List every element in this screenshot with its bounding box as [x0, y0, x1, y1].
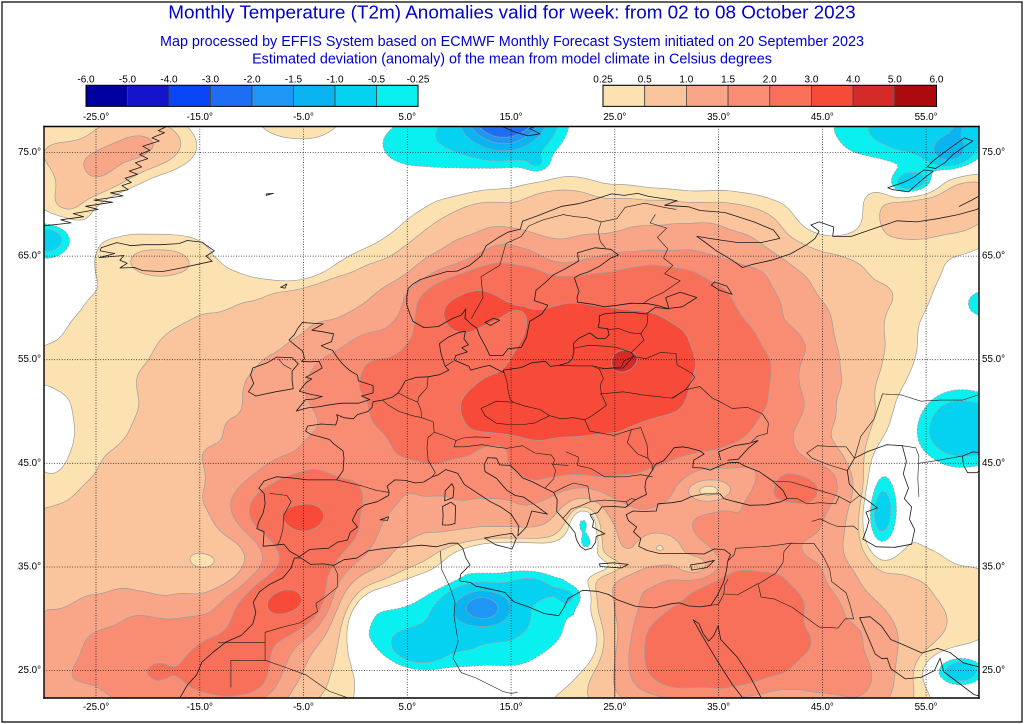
- svg-text:75.0°: 75.0°: [982, 147, 1005, 158]
- svg-text:-15.0°: -15.0°: [187, 112, 213, 123]
- svg-text:25.0°: 25.0°: [18, 665, 41, 676]
- svg-text:35.0°: 35.0°: [982, 562, 1005, 573]
- svg-text:-25.0°: -25.0°: [83, 702, 109, 713]
- svg-text:0.25: 0.25: [593, 75, 613, 86]
- svg-text:-3.0: -3.0: [202, 75, 220, 86]
- svg-text:5.0°: 5.0°: [399, 702, 417, 713]
- svg-text:2.0: 2.0: [763, 75, 777, 86]
- svg-text:Map processed by EFFIS System: Map processed by EFFIS System based on E…: [160, 34, 864, 50]
- svg-text:-1.5: -1.5: [285, 75, 303, 86]
- svg-text:25.0°: 25.0°: [603, 112, 626, 123]
- svg-text:Estimated deviation (anomaly): Estimated deviation (anomaly) of the mea…: [252, 52, 772, 68]
- svg-text:25.0°: 25.0°: [982, 665, 1005, 676]
- svg-text:65.0°: 65.0°: [18, 251, 41, 262]
- svg-text:-0.5: -0.5: [368, 75, 386, 86]
- svg-text:0.5: 0.5: [638, 75, 652, 86]
- svg-text:55.0°: 55.0°: [915, 112, 938, 123]
- svg-text:-0.25: -0.25: [407, 75, 430, 86]
- svg-text:55.0°: 55.0°: [915, 702, 938, 713]
- svg-text:-5.0°: -5.0°: [293, 112, 314, 123]
- svg-text:75.0°: 75.0°: [18, 147, 41, 158]
- svg-text:45.0°: 45.0°: [982, 458, 1005, 469]
- svg-text:65.0°: 65.0°: [982, 251, 1005, 262]
- svg-text:1.0: 1.0: [679, 75, 693, 86]
- svg-text:5.0: 5.0: [888, 75, 902, 86]
- svg-text:-25.0°: -25.0°: [83, 112, 109, 123]
- svg-text:3.0: 3.0: [804, 75, 818, 86]
- svg-text:55.0°: 55.0°: [18, 354, 41, 365]
- svg-text:6.0: 6.0: [930, 75, 944, 86]
- svg-text:-5.0°: -5.0°: [293, 702, 314, 713]
- svg-text:1.5: 1.5: [721, 75, 735, 86]
- svg-text:-15.0°: -15.0°: [187, 702, 213, 713]
- svg-text:45.0°: 45.0°: [18, 458, 41, 469]
- svg-text:25.0°: 25.0°: [603, 702, 626, 713]
- svg-text:35.0°: 35.0°: [18, 562, 41, 573]
- svg-text:-1.0: -1.0: [326, 75, 344, 86]
- svg-text:-6.0: -6.0: [77, 75, 95, 86]
- svg-text:5.0°: 5.0°: [399, 112, 417, 123]
- svg-text:55.0°: 55.0°: [982, 354, 1005, 365]
- svg-text:35.0°: 35.0°: [707, 112, 730, 123]
- svg-text:15.0°: 15.0°: [500, 702, 523, 713]
- svg-text:35.0°: 35.0°: [707, 702, 730, 713]
- svg-text:-2.0: -2.0: [243, 75, 261, 86]
- svg-text:4.0: 4.0: [846, 75, 860, 86]
- svg-text:45.0°: 45.0°: [811, 702, 834, 713]
- svg-text:Monthly Temperature (T2m) Anom: Monthly Temperature (T2m) Anomalies vali…: [168, 2, 855, 23]
- svg-text:-4.0: -4.0: [160, 75, 178, 86]
- svg-text:15.0°: 15.0°: [500, 112, 523, 123]
- svg-text:-5.0: -5.0: [119, 75, 137, 86]
- svg-text:45.0°: 45.0°: [811, 112, 834, 123]
